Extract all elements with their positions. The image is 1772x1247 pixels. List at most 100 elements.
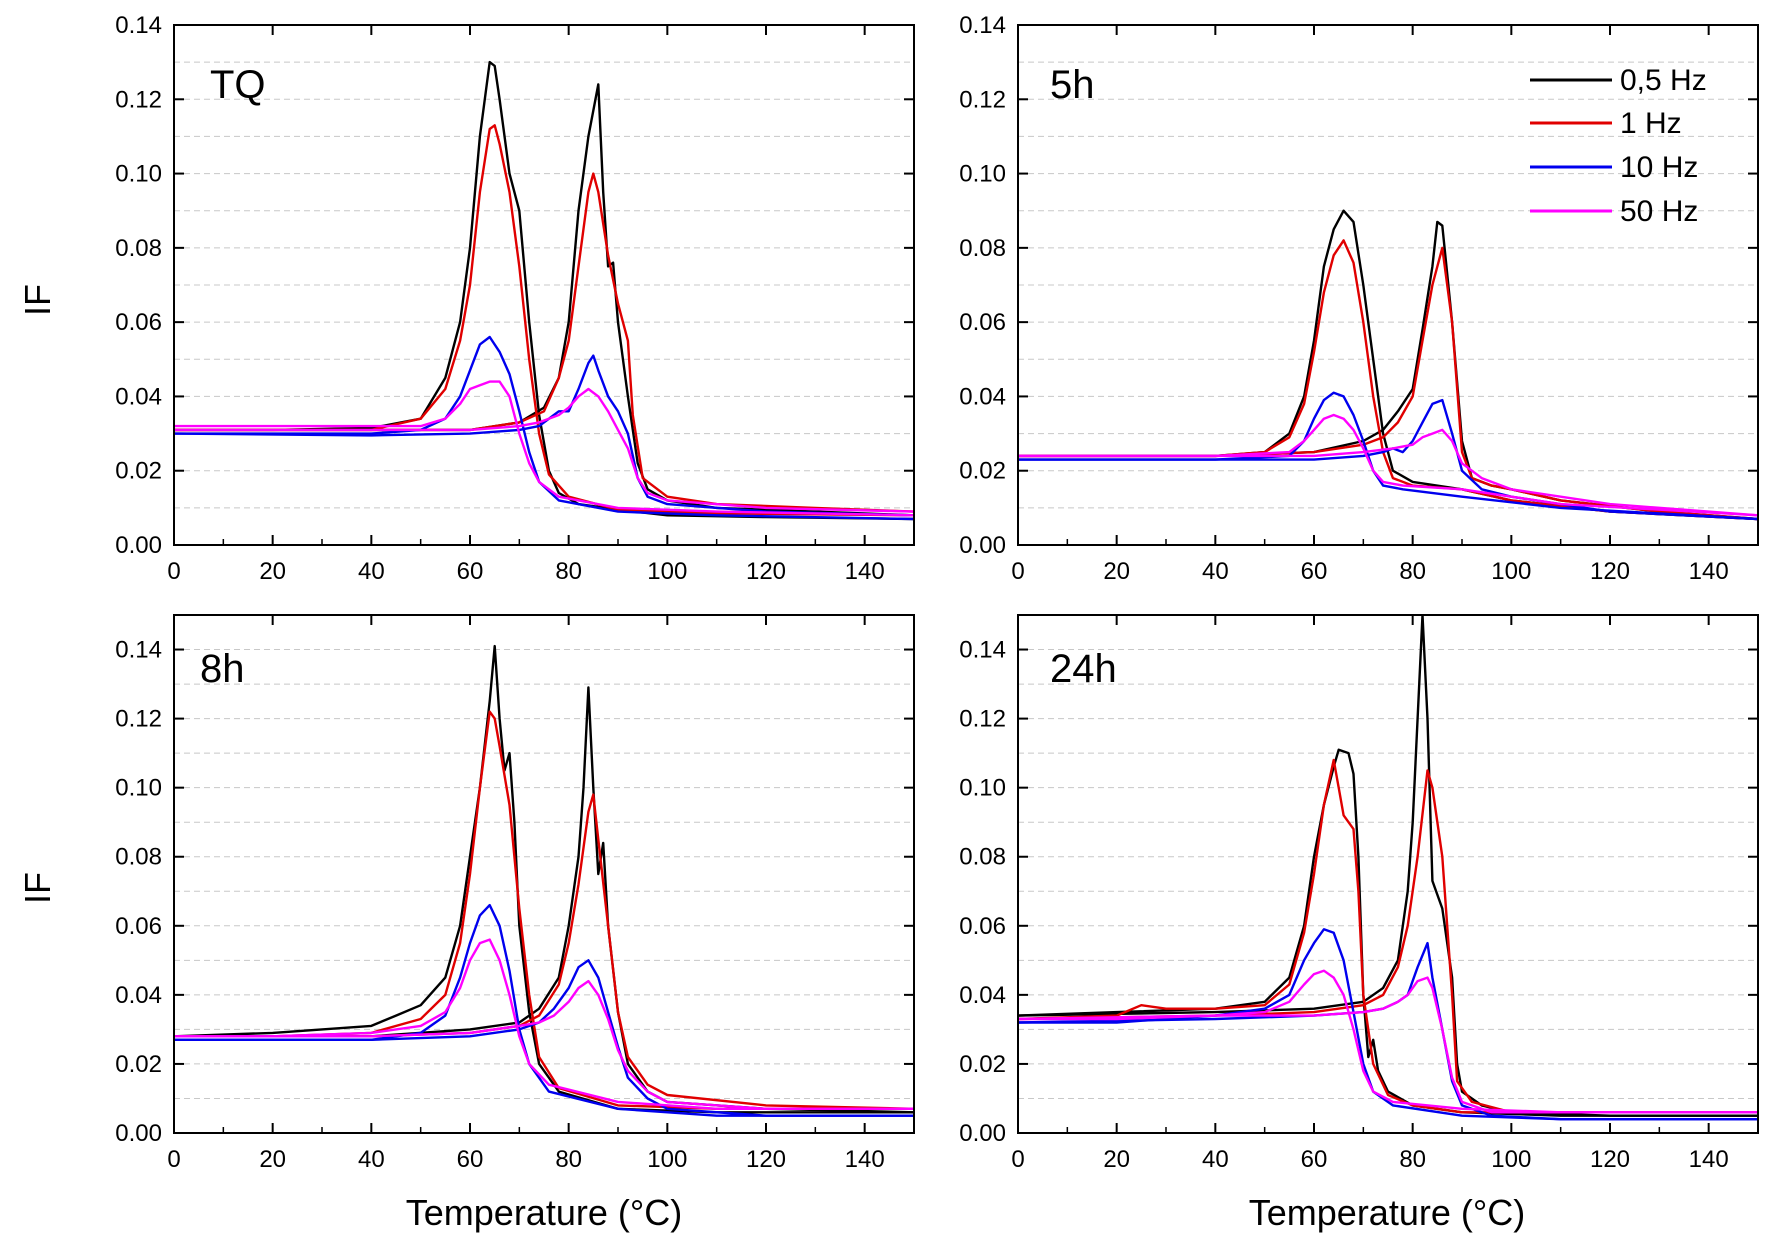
y-tick-label: 0.00 (959, 532, 1006, 559)
x-tick-label: 100 (647, 1146, 687, 1173)
chart-panel-2: 0 20 40 60 80 100 120 140 0.00 0.02 0.04 0.06 0.08 0.… (115, 614, 915, 1173)
legend: 0,5 Hz 1 Hz 10 Hz 50 Hz (1530, 64, 1707, 228)
series-line-1-1 (1018, 769, 1758, 1114)
y-tick-label: 0.12 (115, 86, 162, 113)
x-tick-label: 100 (647, 558, 687, 585)
series-line-1-0 (1018, 758, 1758, 1114)
series-group (174, 644, 914, 1117)
plot-frame (173, 614, 915, 1134)
y-tick-label: 0.06 (115, 309, 162, 336)
panels: 0 20 40 60 80 100 120 140 0.00 0.02 0.04 0.06 0.08 0.… (115, 12, 1759, 1173)
panel-label: TQ (210, 63, 266, 107)
series-line-0-0 (174, 644, 914, 1114)
x-tick-label: 20 (259, 1146, 286, 1173)
series-line-0-1 (174, 686, 914, 1114)
y-axis-title-top: IF (17, 284, 58, 316)
series-line-1-1 (174, 793, 914, 1110)
x-tick-label: 20 (259, 558, 286, 585)
legend-label-3: 50 Hz (1620, 195, 1698, 228)
chart-panel-0: 0 20 40 60 80 100 120 140 0.00 0.02 0.04 0.06 0.08 0.… (115, 12, 915, 585)
series-line-1-1 (1018, 246, 1758, 521)
x-tick-label: 140 (845, 1146, 885, 1173)
y-tick-label: 0.12 (959, 706, 1006, 733)
y-axis-title-bottom: IF (17, 872, 58, 904)
series-line-3-0 (1018, 969, 1758, 1114)
x-tick-label: 80 (555, 1146, 582, 1173)
y-tick-label: 0.12 (115, 706, 162, 733)
y-tick-label: 0.08 (115, 844, 162, 871)
series-line-3-1 (1018, 428, 1758, 517)
y-tick-label: 0.02 (959, 458, 1006, 485)
y-tick-label: 0.08 (959, 844, 1006, 871)
x-tick-label: 40 (358, 1146, 385, 1173)
legend-label-1: 1 Hz (1620, 107, 1682, 140)
x-tick-label: 60 (457, 1146, 484, 1173)
panel-label: 24h (1050, 647, 1117, 691)
chart-panel-3: 0 20 40 60 80 100 120 140 0.00 0.02 0.04 0.06 0.08 0.… (959, 614, 1759, 1173)
x-tick-label: 120 (1590, 558, 1630, 585)
y-tick-label: 0.06 (959, 913, 1006, 940)
y-tick-label: 0.10 (115, 775, 162, 802)
x-tick-label: 60 (1301, 558, 1328, 585)
y-tick-label: 0.00 (115, 532, 162, 559)
y-tick-label: 0.00 (115, 1120, 162, 1147)
y-tick-label: 0.14 (115, 12, 162, 39)
x-tick-label: 120 (746, 558, 786, 585)
series-line-1-0 (174, 124, 914, 517)
y-tick-label: 0.10 (959, 775, 1006, 802)
x-tick-label: 120 (746, 1146, 786, 1173)
x-tick-label: 40 (1202, 558, 1229, 585)
x-tick-label: 60 (457, 558, 484, 585)
series-line-3-1 (174, 387, 914, 513)
panel-label: 5h (1050, 63, 1095, 107)
series-line-0-1 (1018, 220, 1758, 521)
series-group (174, 60, 914, 521)
series-line-3-1 (174, 979, 914, 1110)
x-tick-label: 20 (1103, 1146, 1130, 1173)
series-line-2-0 (1018, 391, 1758, 521)
x-tick-label: 40 (1202, 1146, 1229, 1173)
plot-frame (1017, 614, 1759, 1134)
x-tick-label: 20 (1103, 558, 1130, 585)
legend-label-0: 0,5 Hz (1620, 64, 1707, 97)
x-tick-label: 0 (1011, 1146, 1024, 1173)
legend-entry-1: 1 Hz (1530, 107, 1682, 140)
series-line-3-0 (174, 380, 914, 517)
x-tick-label: 0 (167, 1146, 180, 1173)
panel-label: 8h (200, 647, 245, 691)
x-tick-label: 40 (358, 558, 385, 585)
x-axis-title-left: Temperature (°C) (406, 1192, 682, 1233)
x-tick-label: 100 (1491, 1146, 1531, 1173)
x-tick-label: 0 (1011, 558, 1024, 585)
series-line-2-1 (174, 354, 914, 517)
y-tick-label: 0.04 (959, 383, 1006, 410)
y-tick-label: 0.10 (959, 161, 1006, 188)
y-tick-label: 0.04 (959, 982, 1006, 1009)
y-tick-label: 0.08 (115, 235, 162, 262)
y-tick-label: 0.08 (959, 235, 1006, 262)
series-line-2-1 (174, 959, 914, 1117)
series-group (1018, 615, 1758, 1121)
y-tick-label: 0.04 (115, 982, 162, 1009)
legend-label-2: 10 Hz (1620, 151, 1698, 184)
x-tick-label: 100 (1491, 558, 1531, 585)
y-tick-label: 0.14 (959, 12, 1006, 39)
y-tick-label: 0.06 (115, 913, 162, 940)
x-tick-label: 140 (1689, 558, 1729, 585)
plot-frame (173, 24, 915, 546)
series-line-3-0 (1018, 413, 1758, 517)
plot-frame (1017, 24, 1759, 546)
y-tick-label: 0.02 (115, 1051, 162, 1078)
series-line-2-1 (1018, 398, 1758, 521)
legend-entry-3: 50 Hz (1530, 195, 1698, 228)
series-line-0-0 (1018, 748, 1758, 1117)
series-line-2-0 (174, 335, 914, 521)
series-line-2-0 (174, 903, 914, 1117)
x-tick-label: 140 (1689, 1146, 1729, 1173)
chart-panel-1: 0 20 40 60 80 100 120 140 0.00 0.02 0.04 0.06 0.08 0.… (959, 12, 1759, 585)
x-tick-label: 80 (1399, 558, 1426, 585)
y-tick-label: 0.00 (959, 1120, 1006, 1147)
x-tick-label: 80 (1399, 1146, 1426, 1173)
x-tick-label: 80 (555, 558, 582, 585)
x-tick-label: 0 (167, 558, 180, 585)
